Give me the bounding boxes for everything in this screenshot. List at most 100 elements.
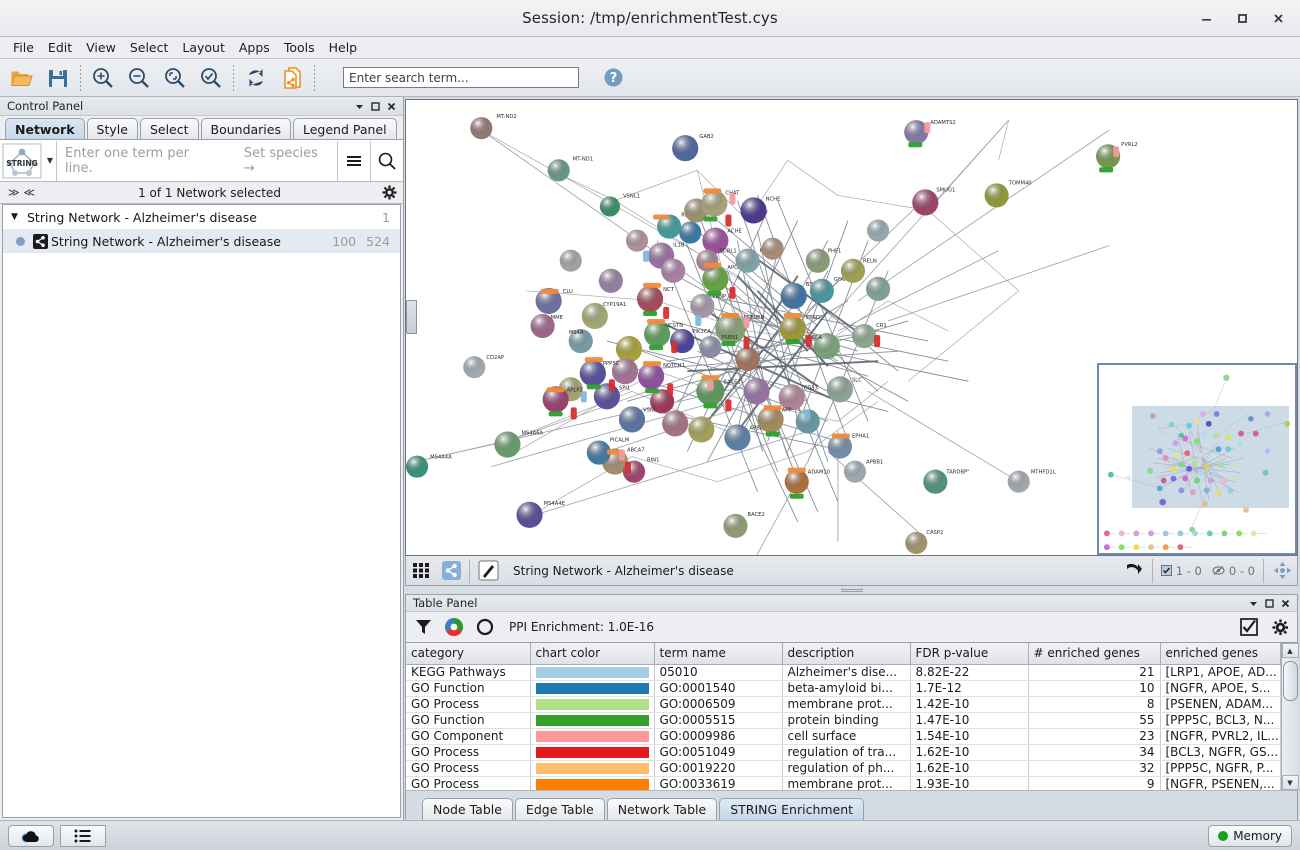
view-resize-handle[interactable] [406,300,417,335]
table-row[interactable]: GO Process GO:0019220 regulation of ph..… [406,760,1281,777]
save-icon[interactable] [40,61,76,95]
expand-all-icon[interactable]: ≪ [23,186,36,199]
tree-row-network[interactable]: String Network - Alzheimer's disease 100… [3,229,400,253]
float-panel-icon[interactable] [367,98,383,114]
tab-network-table[interactable]: Network Table [606,798,718,820]
chart-color-icon[interactable] [443,615,465,639]
table-row[interactable]: GO Process GO:0033619 membrane prot... 1… [406,776,1281,793]
tree-row-root[interactable]: ▼ String Network - Alzheimer's disease 1 [3,205,400,229]
chevron-down-icon[interactable] [351,98,367,114]
panel-splitter-handle[interactable] [404,586,1300,594]
string-logo-icon[interactable]: STRING [0,141,44,181]
circle-icon[interactable] [474,615,496,639]
column-chart-color[interactable]: chart color [530,643,655,665]
menu-apps[interactable]: Apps [238,40,270,55]
table-row[interactable]: GO Component GO:0009986 cell surface 1.5… [406,728,1281,745]
scroll-up-icon[interactable]: ▲ [1281,643,1299,658]
tab-string-enrichment[interactable]: STRING Enrichment [719,798,865,820]
column-fdr-pvalue[interactable]: FDR p-value [910,643,1029,665]
table-panel-title: Table Panel [413,596,478,610]
search-input[interactable]: Enter search term... [343,67,579,88]
export-network-icon[interactable] [274,61,310,95]
scrollbar-thumb[interactable] [1282,661,1298,701]
annotation-icon[interactable] [473,557,503,585]
tab-boundaries[interactable]: Boundaries [200,118,291,139]
svg-text:ADAMTS2: ADAMTS2 [930,120,955,126]
network-view-canvas[interactable]: MT-ND2 MT-ND1 VSNL1 GAB2 ADAMTS2 PVRL2 S… [405,99,1298,556]
fit-content-icon[interactable] [1267,557,1297,585]
gear-icon[interactable] [382,185,397,200]
share-network-icon[interactable] [436,557,466,585]
table-row[interactable]: GO Function GO:0005515 protein binding 1… [406,712,1281,729]
table-row[interactable]: GO Process GO:0006509 membrane prot... 1… [406,696,1281,713]
table-vertical-scrollbar[interactable]: ▲ ▼ [1280,643,1299,790]
collapse-all-icon[interactable]: ≫ [8,186,20,199]
zoom-fit-icon[interactable] [157,61,193,95]
cell-count: 23 [1028,728,1161,745]
search-icon[interactable] [370,140,403,181]
table-row[interactable]: GO Process GO:0051049 regulation of tra.… [406,744,1281,761]
menu-layout[interactable]: Layout [182,40,225,55]
scroll-down-icon[interactable]: ▼ [1281,775,1299,790]
tab-node-table[interactable]: Node Table [422,798,513,820]
close-panel-icon[interactable] [1277,595,1293,611]
close-icon[interactable] [1260,4,1296,34]
close-panel-icon[interactable] [383,98,399,114]
tab-legend-panel[interactable]: Legend Panel [292,118,397,139]
chevron-down-icon[interactable]: ▼ [11,212,18,222]
list-icon[interactable] [60,824,106,847]
menu-view[interactable]: View [86,40,116,55]
cell-term-name: 05010 [654,664,783,681]
cell-genes: [NGFR, PVRL2, IL... [1160,728,1281,745]
float-panel-icon[interactable] [1261,595,1277,611]
string-query-input[interactable]: Enter one term per line. Set species → [56,140,337,181]
filter-icon[interactable] [412,615,434,639]
table-row[interactable]: KEGG Pathways 05010 Alzheimer's dise... … [406,664,1281,681]
zoom-in-icon[interactable] [85,61,121,95]
cloud-icon[interactable] [8,824,54,847]
memory-button[interactable]: Memory [1208,824,1292,847]
network-tree[interactable]: ▼ String Network - Alzheimer's disease 1… [2,204,401,818]
maximize-icon[interactable] [1224,4,1260,34]
network-overview-navigator[interactable] [1097,363,1297,555]
svg-text:NCSTN: NCSTN [665,323,683,329]
tab-style[interactable]: Style [86,118,138,139]
menu-help[interactable]: Help [328,40,358,55]
help-icon[interactable]: ? [595,61,631,95]
string-species-dropdown-icon[interactable]: ▼ [46,156,54,165]
column-description[interactable]: description [782,643,911,665]
enrichment-table-wrapper[interactable]: category chart color term name descripti… [406,642,1299,809]
open-folder-icon[interactable] [4,61,40,95]
set-species-hint[interactable]: Set species → [243,145,318,176]
cell-category: GO Component [406,728,531,745]
chevron-down-icon[interactable] [1245,595,1261,611]
zoom-selected-icon[interactable] [193,61,229,95]
checkbox-icon[interactable] [1238,615,1260,639]
menu-edit[interactable]: Edit [47,40,73,55]
hamburger-icon[interactable] [337,140,370,181]
table-tabs: Node Table Edge Table Network Table STRI… [406,790,1297,820]
color-swatch [535,778,649,790]
enrichment-table[interactable]: category chart color term name descripti… [406,643,1281,809]
gear-icon[interactable] [1269,615,1291,639]
menu-file[interactable]: File [13,40,34,55]
hidden-nodes-counter[interactable]: 0 - 0 [1207,564,1260,578]
tab-edge-table[interactable]: Edge Table [514,798,605,820]
string-network-graph[interactable]: MT-ND2 MT-ND1 VSNL1 GAB2 ADAMTS2 PVRL2 S… [406,100,1297,556]
column-category[interactable]: category [406,643,531,665]
zoom-out-icon[interactable] [121,61,157,95]
menu-tools[interactable]: Tools [283,40,315,55]
column-term-name[interactable]: term name [654,643,783,665]
refresh-icon[interactable] [238,61,274,95]
export-image-icon[interactable] [1119,557,1149,585]
tab-network[interactable]: Network [5,118,85,139]
column-enriched-genes[interactable]: enriched genes [1160,643,1281,665]
grid-layout-icon[interactable] [406,557,436,585]
column-enriched-count[interactable]: # enriched genes [1028,643,1161,665]
tab-select[interactable]: Select [139,118,199,139]
menu-select[interactable]: Select [129,40,169,55]
minimize-icon[interactable] [1188,4,1224,34]
selected-nodes-counter[interactable]: 1 - 0 [1156,564,1207,578]
table-row[interactable]: GO Function GO:0001540 beta-amyloid bi..… [406,680,1281,697]
